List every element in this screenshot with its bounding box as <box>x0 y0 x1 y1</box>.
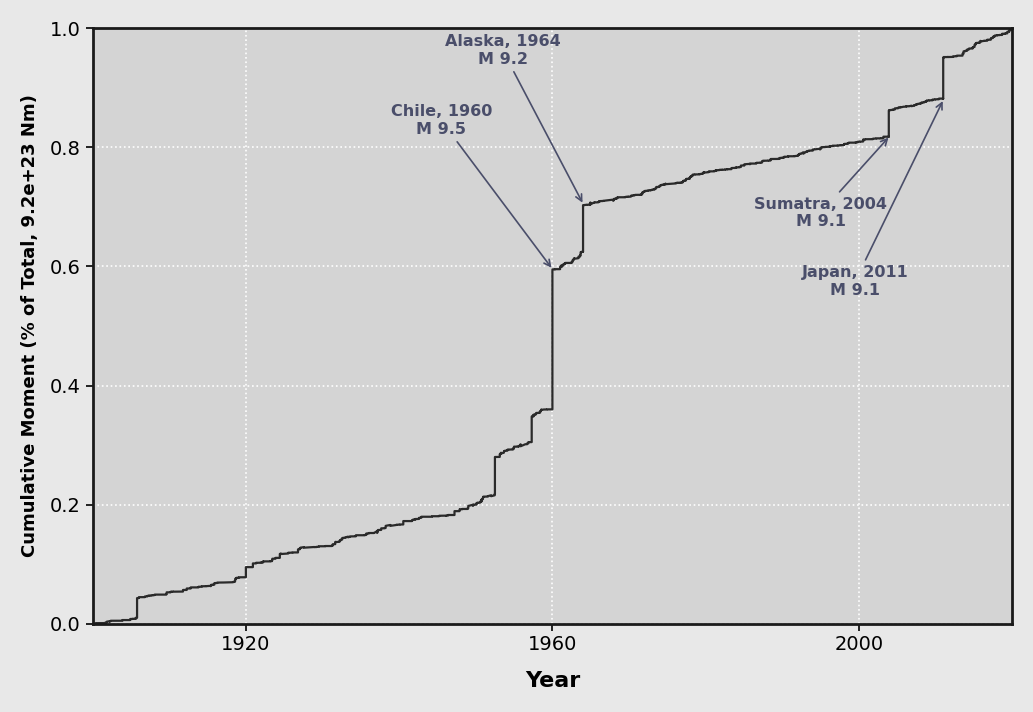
X-axis label: Year: Year <box>525 671 580 691</box>
Text: Chile, 1960
M 9.5: Chile, 1960 M 9.5 <box>390 105 551 266</box>
Text: Japan, 2011
M 9.1: Japan, 2011 M 9.1 <box>802 103 942 298</box>
Text: Sumatra, 2004
M 9.1: Sumatra, 2004 M 9.1 <box>754 139 887 229</box>
Text: Alaska, 1964
M 9.2: Alaska, 1964 M 9.2 <box>445 34 582 201</box>
Y-axis label: Cumulative Moment (% of Total, 9.2e+23 Nm): Cumulative Moment (% of Total, 9.2e+23 N… <box>21 95 39 557</box>
